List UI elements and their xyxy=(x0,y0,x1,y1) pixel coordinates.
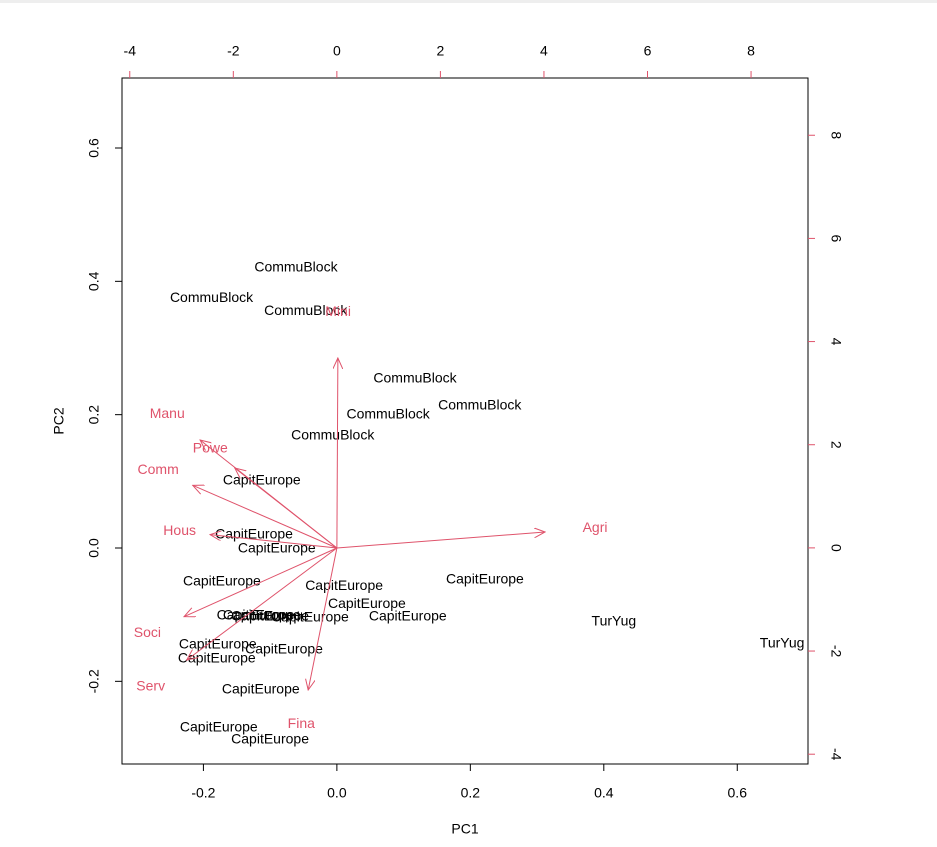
x-tick-label: 0.6 xyxy=(728,785,748,801)
loading-label: Hous xyxy=(163,522,196,538)
x2-tick-label: -4 xyxy=(124,43,137,59)
score-label: CommuBlock xyxy=(264,302,348,318)
score-label: CapitEurope xyxy=(183,573,261,589)
top-strip xyxy=(0,0,937,3)
score-label: CapitEurope xyxy=(271,609,349,625)
score-label: CapitEurope xyxy=(222,680,300,696)
plot-box xyxy=(121,77,809,765)
score-label: CommuBlock xyxy=(373,369,457,385)
score-label: CapitEurope xyxy=(179,636,257,652)
score-label: TurYug xyxy=(760,635,805,651)
score-label: CommuBlock xyxy=(170,289,254,305)
loading-label: Comm xyxy=(138,461,179,477)
y2-tick-label: -2 xyxy=(828,645,844,658)
y-axis-title: PC2 xyxy=(51,407,67,434)
y2-tick-label: -4 xyxy=(828,748,844,761)
loading-arrow xyxy=(308,547,338,690)
score-label: CapitEurope xyxy=(305,577,383,593)
x-tick-label: 0.2 xyxy=(461,785,481,801)
y-tick-label: -0.2 xyxy=(86,669,102,693)
x2-tick-label: 4 xyxy=(540,43,548,59)
x2-tick-label: 8 xyxy=(747,43,755,59)
loading-label: Agri xyxy=(583,519,608,535)
y2-tick-label: 6 xyxy=(828,235,844,243)
score-label: CapitEurope xyxy=(446,571,524,587)
score-label: CapitEurope xyxy=(369,608,447,624)
loading-label: Fina xyxy=(288,715,315,731)
y2-tick-label: 2 xyxy=(828,441,844,449)
x-axis-title: PC1 xyxy=(451,821,478,837)
score-label: CapitEurope xyxy=(231,730,309,746)
score-label: CommuBlock xyxy=(291,427,375,443)
loading-arrow xyxy=(235,468,338,549)
loading-label: Soci xyxy=(134,624,161,640)
x2-tick-label: 2 xyxy=(437,43,445,59)
loading-label: Mini xyxy=(325,303,351,319)
score-label: CommuBlock xyxy=(254,259,338,275)
x-tick-label: 0.4 xyxy=(594,785,614,801)
loading-arrow xyxy=(336,532,545,549)
x2-tick-label: 0 xyxy=(333,43,341,59)
y-tick-label: 0.2 xyxy=(86,405,102,425)
x2-tick-label: 6 xyxy=(644,43,652,59)
score-label: CommuBlock xyxy=(346,406,430,422)
loading-label: Powe xyxy=(193,440,228,456)
x-tick-label: -0.2 xyxy=(191,785,215,801)
y-tick-label: 0.4 xyxy=(86,271,102,291)
loading-label: Manu xyxy=(150,405,185,421)
y-tick-label: 0.6 xyxy=(86,138,102,158)
y2-tick-label: 0 xyxy=(828,544,844,552)
y2-tick-label: 8 xyxy=(828,131,844,139)
score-label: CapitEurope xyxy=(245,641,323,657)
loading-arrow xyxy=(210,535,337,549)
score-label: CapitEurope xyxy=(328,595,406,611)
score-label: CapitEurope xyxy=(223,472,301,488)
loading-arrow xyxy=(184,547,338,617)
score-label: CapitEurope xyxy=(180,719,258,735)
score-label: CapitEurope xyxy=(217,607,295,623)
x-tick-label: 0.0 xyxy=(327,785,347,801)
x2-tick-label: -2 xyxy=(227,43,240,59)
loading-arrow xyxy=(337,358,338,549)
loading-arrow xyxy=(187,547,338,660)
loading-arrow xyxy=(193,485,338,549)
loading-label: Serv xyxy=(136,678,165,694)
score-label: CommuBlock xyxy=(438,397,522,413)
score-label: TurYug xyxy=(592,612,637,628)
y-tick-label: 0.0 xyxy=(86,538,102,558)
y2-tick-label: 4 xyxy=(828,338,844,346)
